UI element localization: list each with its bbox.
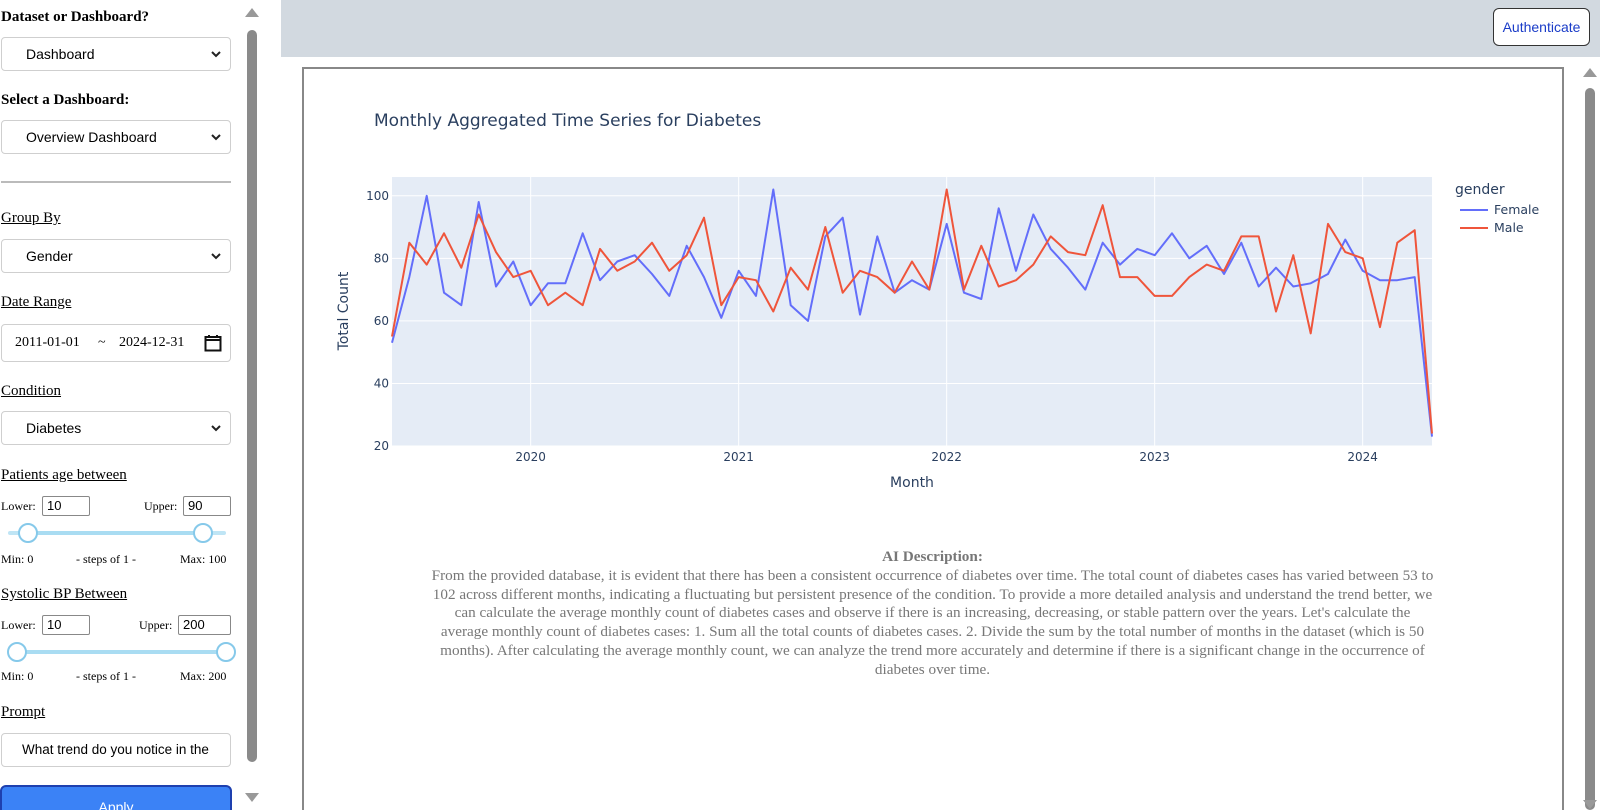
calendar-icon[interactable] (204, 334, 222, 352)
group-by-value: Gender (26, 248, 73, 264)
axis-ticks: 20 40 60 80 100 2020 2021 2022 2023 2024 (366, 189, 1378, 464)
chart-title: Monthly Aggregated Time Series for Diabe… (374, 111, 761, 131)
chevron-down-icon (211, 425, 221, 432)
ai-description-text: From the provided database, it is eviden… (431, 566, 1434, 678)
age-lower-label: Lower: (1, 499, 36, 513)
y-tick-label: 60 (374, 314, 389, 328)
x-tick-label: 2020 (515, 450, 546, 464)
y-tick-label: 40 (374, 376, 389, 390)
apply-button[interactable]: Apply (0, 785, 232, 810)
age-slider-lower-handle[interactable] (18, 523, 38, 543)
bp-lower-label: Lower: (1, 618, 36, 632)
x-axis-title: Month (890, 475, 934, 491)
select-dashboard-select[interactable]: Overview Dashboard (1, 120, 231, 154)
x-tick-label: 2022 (931, 450, 962, 464)
chevron-down-icon (211, 51, 221, 58)
y-axis-title: Total Count (336, 271, 352, 351)
x-tick-label: 2024 (1347, 450, 1378, 464)
top-bar: Authenticate (281, 0, 1600, 57)
systolic-bp-label: Systolic BP Between (1, 586, 128, 602)
series-line-female[interactable] (391, 188, 1433, 437)
y-tick-label: 80 (374, 251, 389, 265)
legend-label-female[interactable]: Female (1494, 202, 1540, 217)
age-max-label: Max: 100 (180, 552, 227, 566)
legend-label-male[interactable]: Male (1494, 220, 1524, 235)
legend[interactable]: Female Male (1460, 202, 1540, 235)
bp-steps-label: - steps of 1 - (76, 669, 136, 683)
bp-max-label: Max: 200 (180, 669, 227, 683)
bp-min-label: Min: 0 (1, 669, 34, 683)
condition-label: Condition (1, 383, 62, 399)
date-range-label: Date Range (1, 294, 72, 310)
date-start[interactable]: 2011-01-01 (15, 335, 80, 350)
prompt-label: Prompt (1, 704, 46, 720)
age-lower-input[interactable]: 10 (42, 496, 90, 516)
age-steps-label: - steps of 1 - (76, 552, 136, 566)
age-upper-label: Upper: (144, 499, 178, 513)
condition-value: Diabetes (26, 420, 82, 436)
sidebar-divider (1, 181, 231, 183)
y-tick-label: 100 (366, 189, 389, 203)
group-by-label: Group By (1, 210, 61, 226)
chevron-down-icon (211, 134, 221, 141)
select-dashboard-value: Overview Dashboard (26, 129, 157, 145)
plot-area[interactable] (392, 177, 1432, 446)
legend-title: gender (1455, 182, 1505, 198)
grid-lines (392, 177, 1432, 447)
sidebar-scroll-up-arrow[interactable] (245, 8, 259, 17)
sidebar: Dataset or Dashboard? Dashboard Select a… (0, 0, 262, 810)
bp-slider-fill (17, 650, 226, 654)
condition-select[interactable]: Diabetes (1, 411, 231, 445)
age-min-label: Min: 0 (1, 552, 34, 566)
y-tick-label: 20 (374, 439, 389, 453)
bp-upper-input[interactable]: 200 (178, 615, 231, 635)
bp-slider-lower-handle[interactable] (7, 642, 27, 662)
prompt-input[interactable]: What trend do you notice in the (1, 733, 231, 767)
ai-description: AI Description: From the provided databa… (430, 548, 1435, 680)
bp-slider-upper-handle[interactable] (216, 642, 236, 662)
date-end[interactable]: 2024-12-31 (119, 335, 185, 350)
age-slider-upper-handle[interactable] (193, 523, 213, 543)
sidebar-scroll-down-arrow[interactable] (245, 793, 259, 802)
chevron-down-icon (211, 253, 221, 260)
dataset-or-dashboard-select[interactable]: Dashboard (1, 37, 231, 71)
dataset-or-dashboard-value: Dashboard (26, 46, 95, 62)
dataset-or-dashboard-label: Dataset or Dashboard? (1, 9, 150, 25)
x-tick-label: 2021 (723, 450, 754, 464)
select-dashboard-label: Select a Dashboard: (1, 92, 130, 108)
authenticate-button[interactable]: Authenticate (1493, 8, 1590, 46)
main-scroll-up-arrow[interactable] (1583, 68, 1597, 77)
date-separator: ~ (98, 335, 106, 350)
time-series-chart: Monthly Aggregated Time Series for Diabe… (336, 111, 1540, 491)
main-scrollbar[interactable] (1585, 88, 1595, 810)
ai-description-title: AI Description: (882, 548, 983, 565)
age-slider-fill (28, 531, 203, 535)
group-by-select[interactable]: Gender (1, 239, 231, 273)
main-scroll-down-arrow[interactable] (1583, 800, 1597, 809)
bp-upper-label: Upper: (139, 618, 173, 632)
x-tick-label: 2023 (1139, 450, 1170, 464)
series-line-male[interactable] (391, 188, 1433, 434)
age-range-label: Patients age between (1, 467, 127, 483)
age-upper-input[interactable]: 90 (183, 496, 231, 516)
sidebar-scrollbar[interactable] (247, 30, 257, 762)
bp-lower-input[interactable]: 10 (42, 615, 90, 635)
series-lines (391, 188, 1433, 437)
date-range-picker[interactable]: 2011-01-01 ~ 2024-12-31 (1, 324, 231, 362)
